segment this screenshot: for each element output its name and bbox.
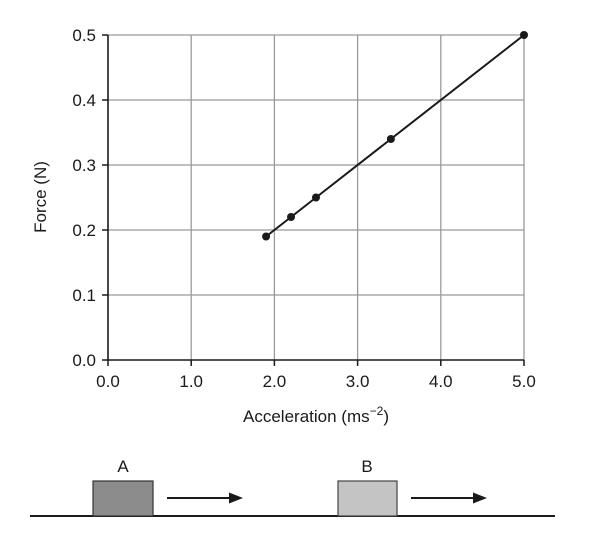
block-diagram: A B (30, 457, 555, 517)
data-point (520, 31, 528, 39)
y-tick-label: 0.5 (72, 26, 96, 45)
data-series (262, 31, 528, 241)
data-point (262, 232, 271, 241)
x-tick-label: 5.0 (512, 372, 536, 391)
block-b-arrowhead (473, 492, 487, 504)
y-tick-label: 0.0 (72, 351, 96, 370)
y-axis-label: Force (N) (31, 161, 50, 233)
block-a (92, 480, 154, 517)
block-a-arrowhead (229, 492, 243, 504)
x-tick-label: 0.0 (96, 372, 120, 391)
axes (102, 34, 525, 366)
x-tick-label: 2.0 (263, 372, 287, 391)
y-tick-label: 0.3 (72, 156, 96, 175)
series-line (265, 34, 525, 238)
y-tick-label: 0.4 (72, 91, 96, 110)
data-point (287, 213, 296, 221)
x-axis-label: Acceleration (ms−2) (243, 404, 389, 426)
grid-lines (108, 34, 525, 360)
block-a-label: A (117, 457, 129, 476)
data-point (386, 135, 395, 143)
block-b-label: B (361, 457, 372, 476)
x-tick-label: 1.0 (179, 372, 203, 391)
x-tick-labels: 0.0 1.0 2.0 3.0 4.0 5.0 (96, 372, 536, 391)
x-tick-label: 4.0 (429, 372, 453, 391)
block-b (337, 480, 398, 517)
y-tick-labels: 0.0 0.1 0.2 0.3 0.4 0.5 (72, 26, 96, 370)
data-point (312, 193, 320, 202)
y-tick-label: 0.2 (72, 221, 96, 240)
x-tick-label: 3.0 (346, 372, 370, 391)
y-tick-label: 0.1 (72, 286, 96, 305)
